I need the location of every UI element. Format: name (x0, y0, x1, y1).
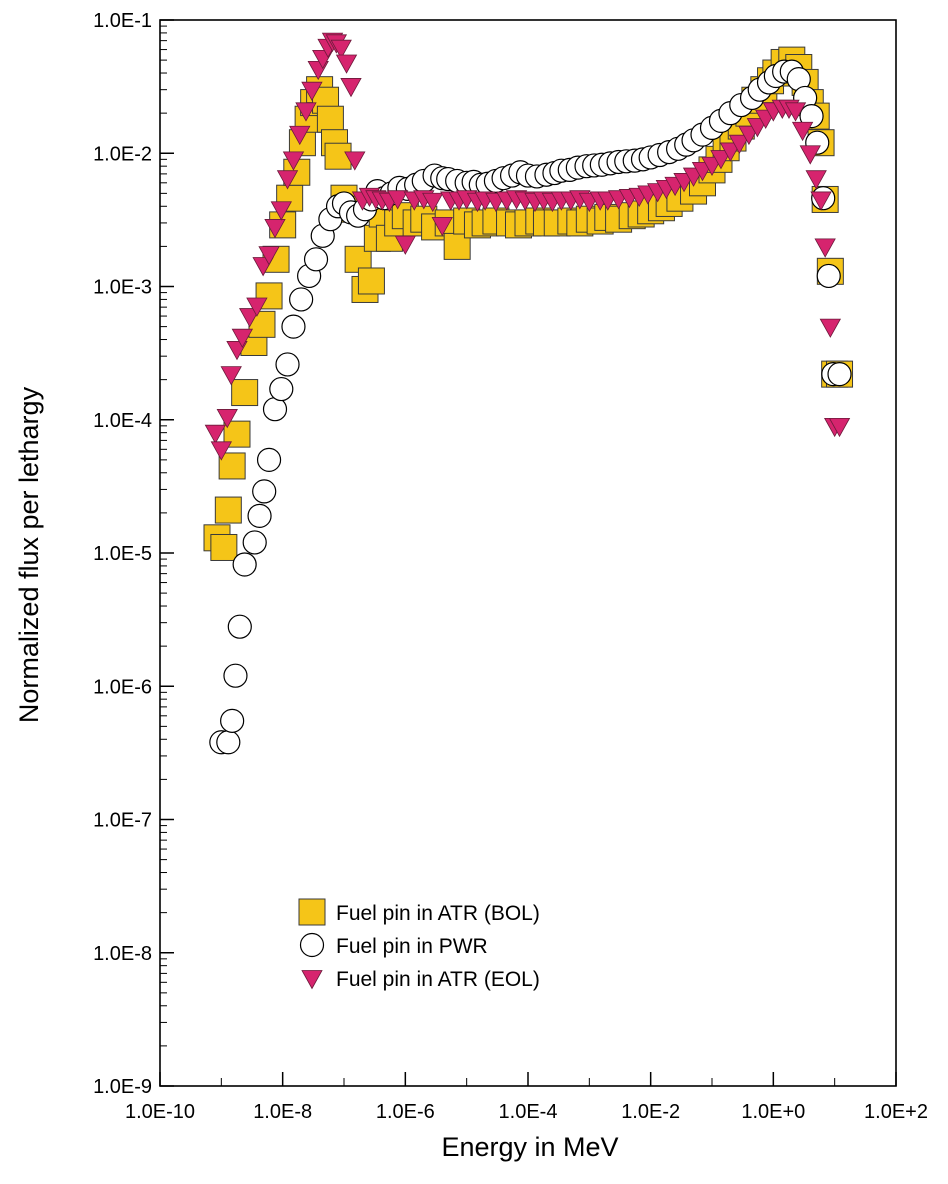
data-point (289, 125, 311, 146)
data-point (223, 663, 248, 688)
data-point (210, 533, 238, 561)
data-point (231, 379, 259, 407)
data-point (220, 366, 242, 386)
data-point (819, 318, 842, 338)
data-point (216, 409, 238, 429)
x-tick-label: 1.0E+2 (864, 1101, 928, 1123)
data-point (710, 150, 732, 170)
x-tick-label: 1.0E+0 (741, 1101, 805, 1123)
y-tick-label: 1.0E-6 (93, 676, 152, 698)
y-tick-label: 1.0E-2 (93, 143, 152, 165)
legend-label: Fuel pin in ATR (EOL) (336, 968, 540, 991)
data-point (386, 190, 409, 210)
data-point (324, 142, 352, 170)
data-point (214, 496, 242, 524)
data-point (246, 297, 268, 317)
data-point (281, 314, 306, 339)
legend: Fuel pin in ATR (BOL) Fuel pin in PWR Fuel… (298, 898, 540, 991)
data-point (335, 54, 358, 74)
data-point (276, 170, 299, 190)
data-point (220, 708, 245, 733)
x-axis-title: Energy in MeV (441, 1132, 618, 1162)
data-point (827, 362, 852, 387)
y-tick-label: 1.0E-8 (93, 943, 152, 965)
data-point (422, 192, 444, 213)
legend-marker (301, 970, 323, 990)
data-point (275, 352, 300, 377)
data-point (264, 219, 286, 239)
y-axis-title: Normalized flux per lethargy (14, 386, 44, 723)
data-point (394, 235, 417, 255)
data-point (227, 614, 252, 639)
data-point (301, 81, 323, 101)
x-tick-label: 1.0E-8 (253, 1101, 312, 1123)
data-point (431, 216, 453, 237)
data-point (330, 39, 352, 59)
data-point (247, 503, 272, 528)
x-tick-label: 1.0E-2 (621, 1101, 680, 1123)
data-point (270, 201, 292, 221)
data-series (203, 32, 854, 755)
data-point (784, 102, 807, 122)
data-point (799, 145, 821, 165)
legend-marker (299, 932, 325, 958)
data-point (805, 170, 827, 190)
data-point (791, 121, 814, 142)
data-point (719, 142, 742, 162)
data-point (316, 105, 344, 133)
data-point (210, 441, 233, 461)
data-point (289, 287, 314, 312)
data-point (216, 730, 241, 755)
data-point (816, 263, 841, 289)
data-point (282, 151, 305, 171)
data-point (814, 238, 836, 258)
data-point (262, 397, 288, 422)
data-point (231, 328, 254, 349)
x-tick-label: 1.0E-10 (125, 1101, 195, 1123)
data-point (256, 447, 282, 472)
data-point (828, 417, 851, 438)
data-point (303, 247, 329, 272)
data-point (252, 479, 277, 504)
x-tick-label: 1.0E-4 (499, 1101, 558, 1123)
legend-marker (298, 898, 326, 926)
data-point (258, 246, 280, 266)
y-tick-label: 1.0E-7 (93, 810, 152, 832)
x-axis: 1.0E-10 1.0E-8 1.0E-6 1.0E-4 1.0E-2 1.0E+0 1.0… (125, 1072, 928, 1123)
data-point (242, 530, 267, 555)
data-point (232, 552, 257, 577)
data-point (218, 452, 246, 480)
y-tick-label: 1.0E-3 (93, 277, 152, 299)
legend-label: Fuel pin in ATR (BOL) (336, 902, 540, 925)
series-triangle-down (204, 32, 851, 461)
data-point (269, 376, 294, 402)
data-point (728, 134, 751, 155)
y-axis: 1.0E-9 1.0E-8 1.0E-7 1.0E-6 1.0E-5 1.0E-4 1.0E… (93, 10, 174, 1098)
y-tick-label: 1.0E-1 (93, 10, 152, 32)
data-point (344, 151, 366, 171)
data-point (204, 424, 227, 444)
x-tick-label: 1.0E-6 (376, 1101, 435, 1123)
data-point (799, 104, 824, 129)
data-point (248, 310, 276, 338)
legend-label: Fuel pin in PWR (336, 935, 488, 958)
data-point (340, 78, 362, 98)
data-point (295, 102, 317, 122)
data-point (810, 191, 832, 211)
data-point (239, 308, 261, 328)
y-tick-label: 1.0E-9 (93, 1076, 152, 1098)
data-point (357, 267, 385, 295)
y-tick-label: 1.0E-4 (93, 410, 152, 432)
y-tick-label: 1.0E-5 (93, 543, 152, 565)
